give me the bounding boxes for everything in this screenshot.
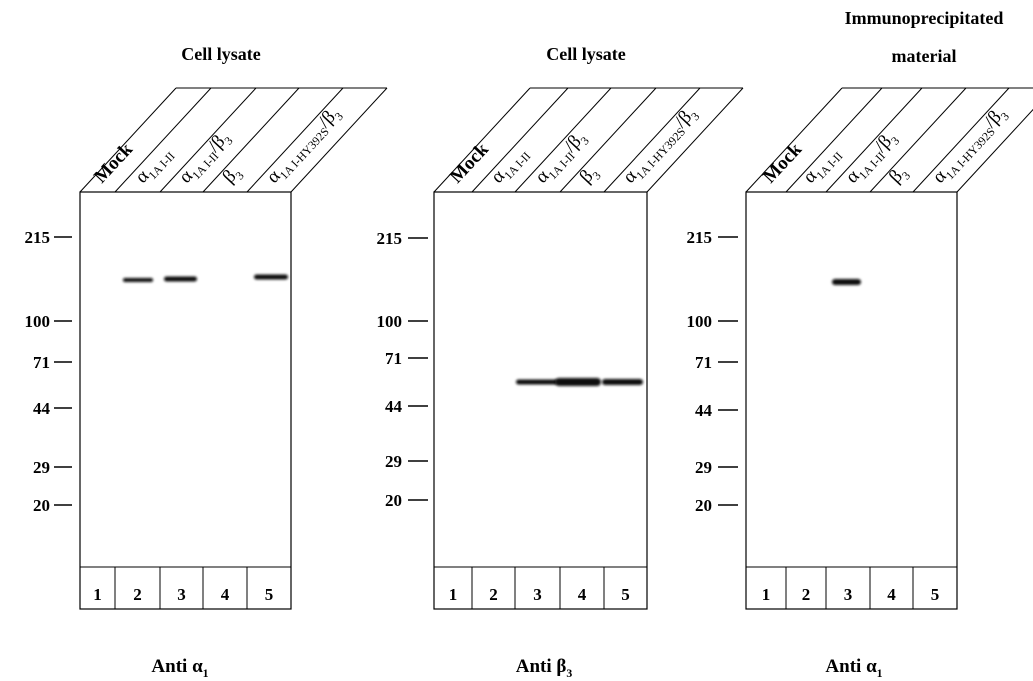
antibody-label: Anti α1: [825, 656, 882, 680]
panel-title: Cell lysate: [181, 44, 260, 64]
marker-label: 20: [33, 496, 50, 515]
antibody-label: Anti α1: [151, 656, 208, 680]
marker-label: 29: [385, 452, 402, 471]
header-divider: [647, 88, 743, 192]
text-part: Mock: [759, 139, 806, 188]
lane-label: Mock: [90, 139, 137, 188]
text-part: Mock: [446, 139, 493, 188]
panel-title: Immunoprecipitated: [845, 8, 1004, 28]
lane-number: 2: [489, 585, 498, 604]
marker-label: 44: [385, 397, 403, 416]
marker-label: 100: [377, 312, 403, 331]
lane-number: 4: [578, 585, 587, 604]
text-part: Anti α: [825, 656, 877, 677]
panel-title: material: [892, 46, 957, 66]
marker-label: 44: [33, 399, 51, 418]
marker-label: 20: [695, 496, 712, 515]
subscript: 1A I-II: [814, 150, 846, 183]
text-part: Anti α: [151, 656, 203, 677]
blot-box: [80, 192, 291, 609]
band: [123, 278, 153, 282]
band: [254, 275, 288, 280]
lane-number: 1: [93, 585, 102, 604]
subscript: 1A I-HY392S: [634, 125, 688, 182]
lane-number: 2: [802, 585, 811, 604]
marker-label: 100: [687, 312, 713, 331]
marker-label: 29: [695, 458, 712, 477]
marker-label: 215: [377, 229, 403, 248]
blot-box: [746, 192, 957, 609]
lane-number: 1: [762, 585, 771, 604]
subscript: 1A I-HY392S: [277, 125, 331, 182]
lane-number: 2: [133, 585, 142, 604]
band: [832, 279, 861, 285]
lane-label: β3: [219, 162, 247, 190]
band: [164, 277, 197, 282]
band: [516, 380, 558, 385]
marker-label: 20: [385, 491, 402, 510]
lane-label: Mock: [446, 139, 493, 188]
subscript: 3: [566, 667, 572, 680]
lane-label: α1A I-II: [799, 142, 845, 189]
lane-label: Mock: [759, 139, 806, 188]
lane-number: 4: [221, 585, 230, 604]
lane-number: 5: [265, 585, 274, 604]
lane-number: 3: [844, 585, 853, 604]
text-part: Mock: [90, 139, 137, 188]
band: [555, 378, 601, 386]
subscript: 1: [203, 667, 209, 680]
lane-number: 3: [177, 585, 186, 604]
marker-label: 71: [33, 353, 50, 372]
figure: Cell lysateMockα1A I-IIα1A I-II/β3β3α1A …: [0, 0, 1033, 681]
lane-label: β3: [885, 162, 913, 190]
header-divider: [913, 88, 1009, 192]
lane-number: 5: [931, 585, 940, 604]
header-divider: [604, 88, 700, 192]
marker-label: 215: [687, 228, 713, 247]
lane-number: 4: [887, 585, 896, 604]
marker-label: 215: [25, 228, 51, 247]
marker-label: 71: [695, 353, 712, 372]
subscript: 1A I-HY392S: [943, 125, 997, 182]
header-divider: [247, 88, 343, 192]
marker-label: 100: [25, 312, 51, 331]
lane-number: 5: [621, 585, 630, 604]
subscript: 1: [877, 667, 883, 680]
lane-label: α1A I-II: [487, 142, 533, 189]
antibody-label: Anti β3: [516, 656, 573, 680]
header-divider: [291, 88, 387, 192]
lane-number: 1: [449, 585, 458, 604]
marker-label: 29: [33, 458, 50, 477]
marker-label: 44: [695, 401, 713, 420]
lane-label: β3: [576, 162, 604, 190]
blot-box: [434, 192, 647, 609]
band: [602, 379, 643, 385]
text-part: Anti β: [516, 656, 567, 677]
marker-label: 71: [385, 349, 402, 368]
lane-number: 3: [533, 585, 542, 604]
panel-title: Cell lysate: [546, 44, 625, 64]
